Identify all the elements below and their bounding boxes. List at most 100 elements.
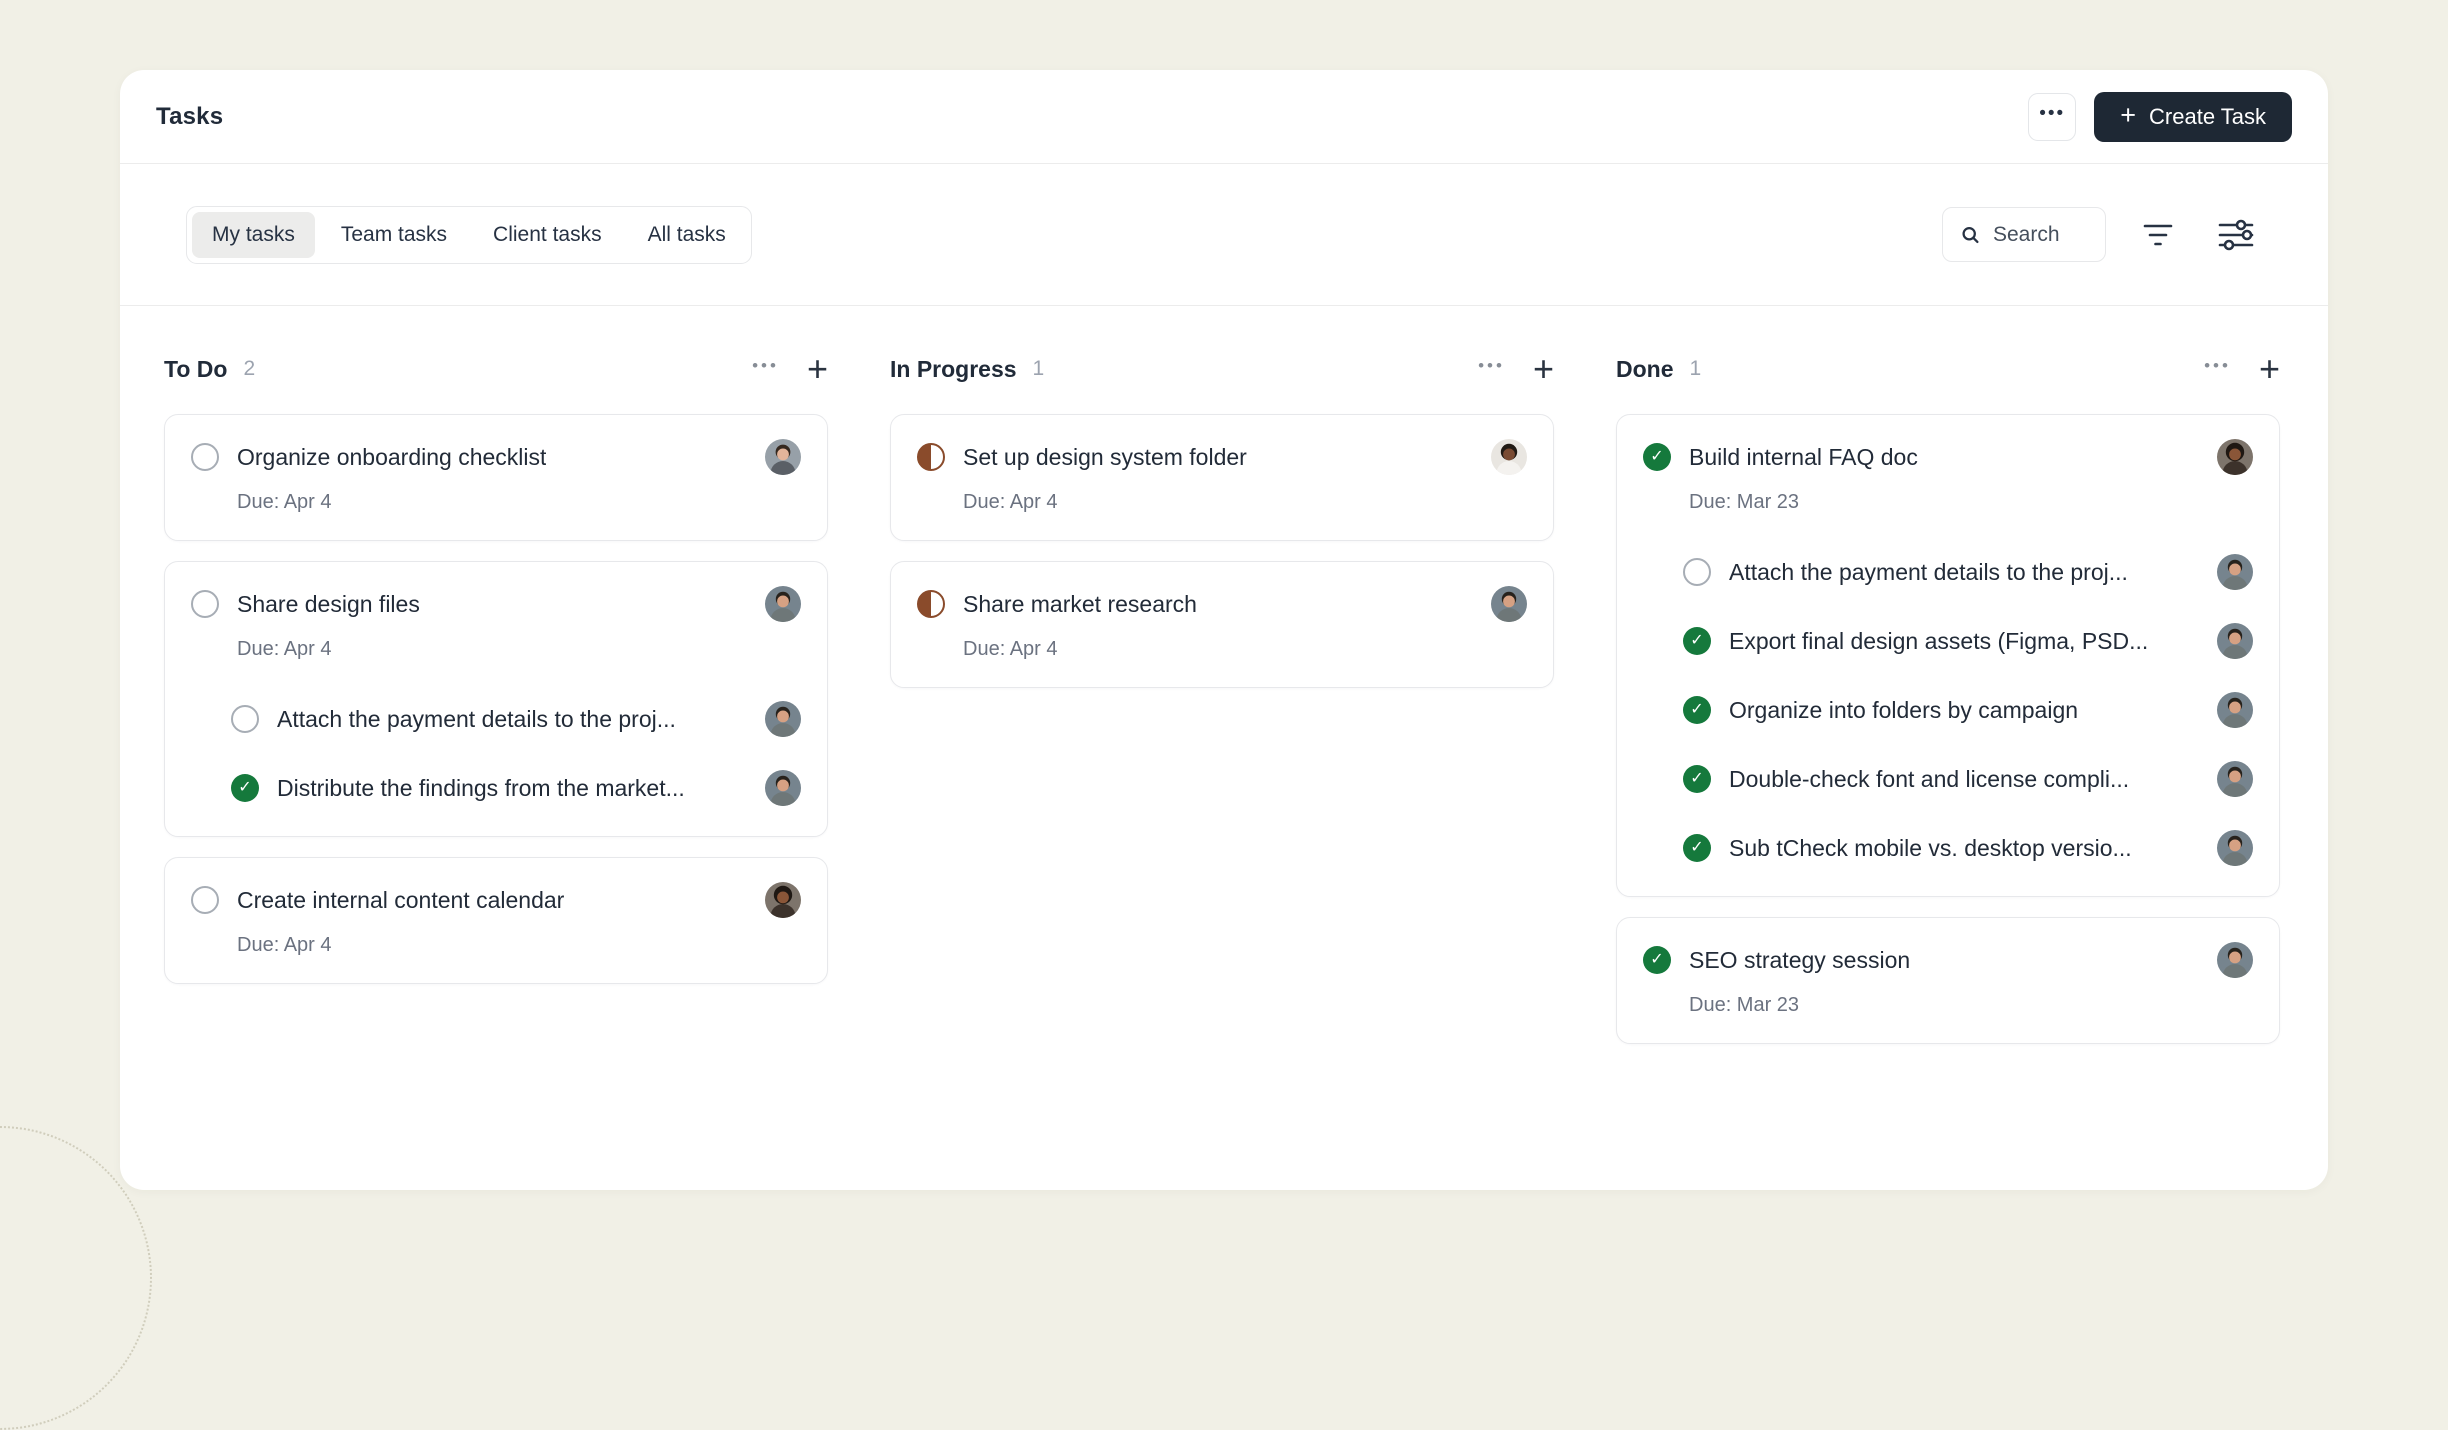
filter-toolbar: My tasks Team tasks Client tasks All tasks [120,164,2328,306]
task-title: Create internal content calendar [237,886,565,913]
more-options-button[interactable]: ••• [2028,92,2077,141]
status-done-icon[interactable]: ✓ [1643,443,1671,471]
task-row: Share design files [191,586,801,622]
status-done-icon[interactable]: ✓ [231,774,259,802]
column-header: To Do 2 ••• + [164,350,828,388]
task-title: Organize onboarding checklist [237,443,547,470]
subtask-list: Attach the payment details to the proj..… [1643,554,2253,866]
column-add-button[interactable]: + [2258,348,2280,389]
task-card[interactable]: Set up design system folder Due: Apr 4 [890,414,1554,541]
column-actions: ••• + [2204,351,2280,387]
subtask-title: Sub tCheck mobile vs. desktop versio... [1729,834,2132,861]
search-input[interactable] [1991,221,2087,248]
column-count: 1 [1689,357,1702,380]
subtask-row[interactable]: ✓ Distribute the findings from the market… [231,770,801,806]
column-add-button[interactable]: + [1532,348,1554,389]
avatar [1491,586,1527,622]
task-due-date: Due: Mar 23 [1689,491,1800,513]
task-title: Share market research [963,590,1197,617]
column-count: 2 [243,357,256,380]
status-done-icon[interactable]: ✓ [1683,696,1711,724]
create-task-label: Create Task [2149,103,2266,129]
status-done-icon[interactable]: ✓ [1683,627,1711,655]
status-done-icon[interactable]: ✓ [1683,834,1711,862]
status-todo-icon[interactable] [1683,558,1711,586]
task-card[interactable]: Organize onboarding checklist Due: Apr 4 [164,414,828,541]
tab-all-tasks[interactable]: All tasks [628,212,746,258]
toolbar-right [1942,207,2262,262]
column-header: In Progress 1 ••• + [890,350,1554,388]
avatar [2217,554,2253,590]
avatar [2217,692,2253,728]
subtask-row[interactable]: ✓ Organize into folders by campaign [1683,692,2253,728]
status-done-icon[interactable]: ✓ [1683,765,1711,793]
column-to-do: To Do 2 ••• + Organize onboarding checklist D… [164,350,828,1044]
column-name: Done [1616,355,1674,382]
column-more-button[interactable]: ••• [752,352,779,386]
avatar [2217,439,2253,475]
app-background: { "header": { "title": "Tasks", "create_… [0,70,2328,1430]
status-in-progress-icon[interactable] [917,443,945,471]
avatar [1491,439,1527,475]
task-card[interactable]: Share design files Due: Apr 4 Attach the p… [164,561,828,837]
avatar [765,586,801,622]
status-in-progress-icon[interactable] [917,590,945,618]
avatar [2217,830,2253,866]
task-title: Share design files [237,590,420,617]
sliders-icon [2218,219,2254,250]
column-name: To Do [164,355,228,382]
avatar [765,439,801,475]
avatar [2217,623,2253,659]
avatar [2217,942,2253,978]
column-add-button[interactable]: + [806,348,828,389]
subtask-row[interactable]: Attach the payment details to the proj..… [231,701,801,737]
tasks-panel: Tasks ••• + Create Task My tasks Team tas… [120,70,2328,1190]
task-row: ✓ SEO strategy session [1643,942,2253,978]
filter-button[interactable] [2132,209,2184,261]
subtask-row[interactable]: ✓ Sub tCheck mobile vs. desktop versio... [1683,830,2253,866]
column-header: Done 1 ••• + [1616,350,2280,388]
subtask-title: Attach the payment details to the proj..… [277,705,676,732]
task-row: Organize onboarding checklist [191,439,801,475]
task-due-date: Due: Apr 4 [963,491,1058,513]
status-todo-icon[interactable] [231,705,259,733]
column-more-button[interactable]: ••• [2204,352,2231,386]
subtask-row[interactable]: Attach the payment details to the proj..… [1683,554,2253,590]
status-todo-icon[interactable] [191,443,219,471]
tab-client-tasks[interactable]: Client tasks [473,212,622,258]
task-card[interactable]: Share market research Due: Apr 4 [890,561,1554,688]
header-actions: ••• + Create Task [2028,91,2292,142]
card-list: Organize onboarding checklist Due: Apr 4 S… [164,414,828,984]
plus-icon: + [2120,100,2137,130]
column-more-button[interactable]: ••• [1478,352,1505,386]
subtask-title: Export final design assets (Figma, PSD..… [1729,627,2149,654]
view-settings-button[interactable] [2210,209,2262,261]
task-card[interactable]: ✓ SEO strategy session Due: Mar 23 [1616,917,2280,1044]
page-title: Tasks [156,102,224,130]
column-name: In Progress [890,355,1017,382]
avatar [765,770,801,806]
status-todo-icon[interactable] [191,590,219,618]
task-due-date: Due: Mar 23 [1689,994,1800,1016]
column-count: 1 [1032,357,1045,380]
task-card[interactable]: Create internal content calendar Due: Apr… [164,857,828,984]
task-due-date: Due: Apr 4 [237,491,332,513]
tab-my-tasks[interactable]: My tasks [192,211,315,258]
avatar [765,701,801,737]
status-todo-icon[interactable] [191,886,219,914]
subtask-row[interactable]: ✓ Double-check font and license compli... [1683,761,2253,797]
page-header: Tasks ••• + Create Task [120,70,2328,164]
task-card[interactable]: ✓ Build internal FAQ doc Due: Mar 23 Attach… [1616,414,2280,897]
task-row: Create internal content calendar [191,882,801,918]
column-actions: ••• + [752,351,828,387]
subtask-row[interactable]: ✓ Export final design assets (Figma, PSD.… [1683,623,2253,659]
status-done-icon[interactable]: ✓ [1643,946,1671,974]
subtask-title: Double-check font and license compli... [1729,765,2130,792]
create-task-button[interactable]: + Create Task [2094,91,2292,142]
ellipsis-icon: ••• [2039,103,2066,124]
search-box[interactable] [1942,207,2106,262]
task-row: ✓ Build internal FAQ doc [1643,439,2253,475]
task-due-date: Due: Apr 4 [237,934,332,956]
tab-team-tasks[interactable]: Team tasks [321,212,467,258]
task-row: Set up design system folder [917,439,1527,475]
